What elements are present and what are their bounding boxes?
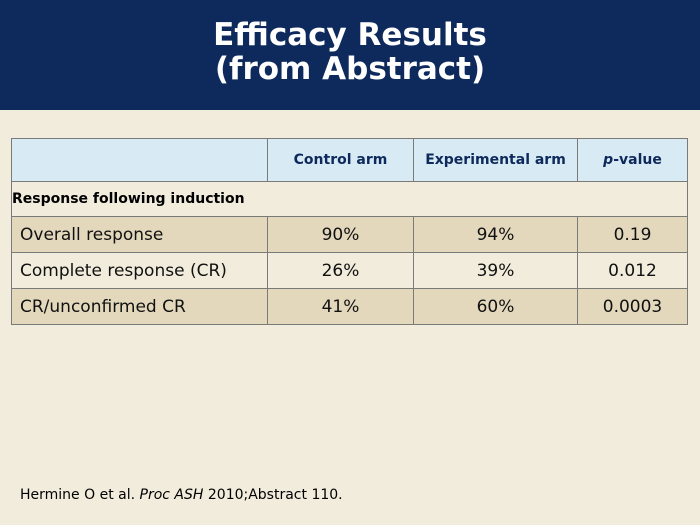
slide-title-band: Efficacy Results (from Abstract) (0, 0, 700, 110)
row-control-value: 41% (267, 288, 414, 325)
table-row: Overall response 90% 94% 0.19 (11, 216, 688, 253)
header-p-value: p-value (577, 138, 688, 182)
citation-journal: Proc ASH (139, 487, 204, 503)
row-p-value: 0.012 (577, 252, 688, 289)
citation-footer: Hermine O et al. Proc ASH 2010;Abstract … (20, 487, 343, 503)
slide-title-line1: Efficacy Results (213, 17, 487, 53)
row-p-value: 0.0003 (577, 288, 688, 325)
citation-authors: Hermine O et al. (20, 487, 136, 503)
section-row: Response following induction (11, 181, 688, 217)
table-row: Complete response (CR) 26% 39% 0.012 (11, 252, 688, 289)
row-p-value: 0.19 (577, 216, 688, 253)
header-p-rest: -value (613, 152, 662, 168)
row-control-value: 90% (267, 216, 414, 253)
citation-details: 2010;Abstract 110. (207, 487, 343, 503)
section-label: Response following induction (11, 181, 688, 217)
row-control-value: 26% (267, 252, 414, 289)
row-experimental-value: 60% (413, 288, 578, 325)
row-label: Overall response (11, 216, 268, 253)
row-label: Complete response (CR) (11, 252, 268, 289)
row-experimental-value: 94% (413, 216, 578, 253)
header-experimental-arm: Experimental arm (413, 138, 578, 182)
header-control-arm: Control arm (267, 138, 414, 182)
row-label: CR/unconfirmed CR (11, 288, 268, 325)
table-header-row: Control arm Experimental arm p-value (11, 138, 688, 182)
title-gap (0, 110, 700, 138)
efficacy-results-table: Control arm Experimental arm p-value Res… (11, 138, 688, 325)
header-p-italic: p (603, 152, 614, 168)
row-experimental-value: 39% (413, 252, 578, 289)
table-row: CR/unconfirmed CR 41% 60% 0.0003 (11, 288, 688, 325)
header-blank-cell (11, 138, 268, 182)
slide-title-line2: (from Abstract) (214, 51, 486, 87)
